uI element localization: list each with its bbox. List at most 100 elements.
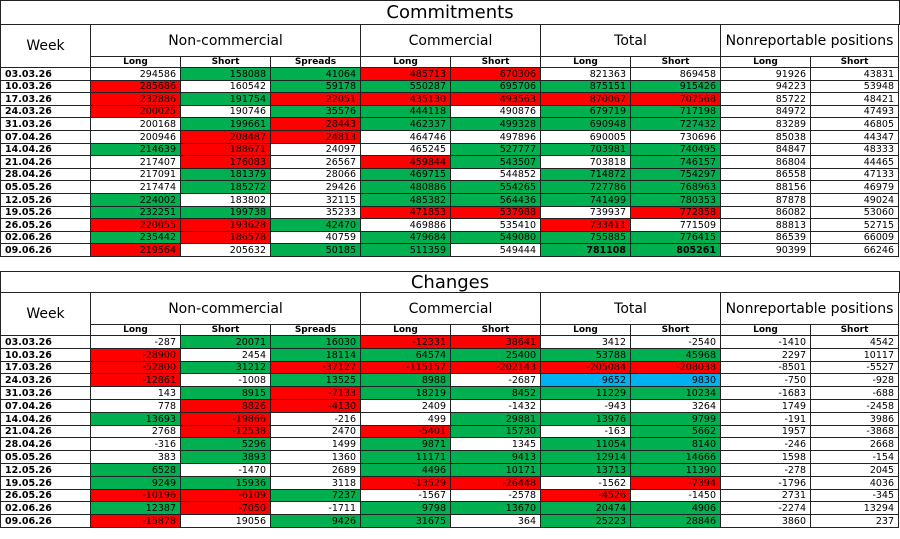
value-cell: 768963 — [631, 181, 721, 194]
value-cell: 4542 — [811, 336, 899, 349]
value-cell: 10117 — [811, 349, 899, 362]
value-cell: 10171 — [451, 464, 541, 477]
week-cell: 17.03.26 — [0, 93, 91, 106]
sub-header: Long — [361, 325, 451, 336]
value-cell: 47133 — [811, 169, 899, 181]
value-cell: 235442 — [91, 232, 181, 244]
value-cell: 2454 — [181, 349, 271, 362]
section-title: Changes — [0, 271, 900, 293]
value-cell: 537988 — [451, 207, 541, 219]
group-header: Commercial — [361, 25, 541, 57]
value-cell: -1562 — [541, 477, 631, 490]
value-cell: -246 — [721, 438, 811, 451]
value-cell: 41064 — [271, 68, 361, 81]
week-cell: 03.03.26 — [0, 336, 91, 349]
value-cell: -7050 — [181, 502, 271, 515]
value-cell: 755885 — [541, 232, 631, 244]
week-cell: 10.03.26 — [0, 349, 91, 362]
value-cell: 778 — [91, 400, 181, 413]
value-cell: 695706 — [451, 81, 541, 93]
value-cell: 28846 — [631, 515, 721, 528]
week-cell: 05.05.26 — [0, 451, 91, 464]
value-cell: 10234 — [631, 387, 721, 400]
value-cell: 85722 — [721, 93, 811, 106]
value-cell: 875151 — [541, 81, 631, 93]
value-cell: 86539 — [721, 232, 811, 244]
value-cell: 183802 — [181, 194, 271, 207]
value-cell: 4906 — [631, 502, 721, 515]
value-cell: 9799 — [631, 413, 721, 426]
group-header: Nonreportable positions — [721, 25, 899, 57]
value-cell: 53788 — [541, 349, 631, 362]
value-cell: 499 — [361, 413, 451, 426]
group-header: Commercial — [361, 293, 541, 325]
value-cell: -37127 — [271, 362, 361, 374]
value-cell: 469886 — [361, 219, 451, 232]
value-cell: 193628 — [181, 219, 271, 232]
value-cell: 670306 — [451, 68, 541, 81]
value-cell: 527777 — [451, 144, 541, 156]
value-cell: 1598 — [721, 451, 811, 464]
value-cell: 727432 — [631, 118, 721, 131]
value-cell: 199738 — [181, 207, 271, 219]
value-cell: 549080 — [451, 232, 541, 244]
week-cell: 28.04.26 — [0, 438, 91, 451]
value-cell: 94223 — [721, 81, 811, 93]
value-cell: 435130 — [361, 93, 451, 106]
value-cell: 87878 — [721, 194, 811, 207]
value-cell: 733411 — [541, 219, 631, 232]
value-cell: 294586 — [91, 68, 181, 81]
value-cell: 46805 — [811, 118, 899, 131]
value-cell: 549444 — [451, 244, 541, 257]
sub-header: Short — [451, 57, 541, 68]
sub-header: Long — [361, 57, 451, 68]
group-header: Non-commercial — [91, 293, 361, 325]
value-cell: 3893 — [181, 451, 271, 464]
value-cell: -4130 — [271, 400, 361, 413]
value-cell: 48333 — [811, 144, 899, 156]
value-cell: 91926 — [721, 68, 811, 81]
value-cell: 176083 — [181, 156, 271, 169]
value-cell: 208487 — [181, 131, 271, 144]
value-cell: 86082 — [721, 207, 811, 219]
value-cell: 679719 — [541, 106, 631, 118]
value-cell: -7394 — [631, 477, 721, 490]
week-cell: 21.04.26 — [0, 426, 91, 438]
week-cell: 24.03.26 — [0, 374, 91, 387]
value-cell: 88813 — [721, 219, 811, 232]
value-cell: -10196 — [91, 490, 181, 502]
value-cell: 8452 — [451, 387, 541, 400]
value-cell: 48421 — [811, 93, 899, 106]
value-cell: 544852 — [451, 169, 541, 181]
value-cell: 191754 — [181, 93, 271, 106]
value-cell: 727786 — [541, 181, 631, 194]
value-cell: 217474 — [91, 181, 181, 194]
value-cell: -191 — [721, 413, 811, 426]
value-cell: -1711 — [271, 502, 361, 515]
value-cell: 29881 — [451, 413, 541, 426]
week-cell: 21.04.26 — [0, 156, 91, 169]
value-cell: -2458 — [811, 400, 899, 413]
value-cell: 8988 — [361, 374, 451, 387]
value-cell: 16030 — [271, 336, 361, 349]
value-cell: -2540 — [631, 336, 721, 349]
value-cell: -750 — [721, 374, 811, 387]
value-cell: 9652 — [541, 374, 631, 387]
value-cell: -6109 — [181, 490, 271, 502]
value-cell: -12538 — [181, 426, 271, 438]
value-cell: 13976 — [541, 413, 631, 426]
value-cell: 554265 — [451, 181, 541, 194]
value-cell: 11390 — [631, 464, 721, 477]
week-cell: 09.06.26 — [0, 244, 91, 257]
value-cell: 32115 — [271, 194, 361, 207]
value-cell: 84972 — [721, 106, 811, 118]
week-cell: 07.04.26 — [0, 131, 91, 144]
value-cell: 479684 — [361, 232, 451, 244]
value-cell: 90399 — [721, 244, 811, 257]
value-cell: 690005 — [541, 131, 631, 144]
value-cell: -1683 — [721, 387, 811, 400]
value-cell: 237 — [811, 515, 899, 528]
value-cell: 5662 — [631, 426, 721, 438]
value-cell: 9426 — [271, 515, 361, 528]
value-cell: 915426 — [631, 81, 721, 93]
